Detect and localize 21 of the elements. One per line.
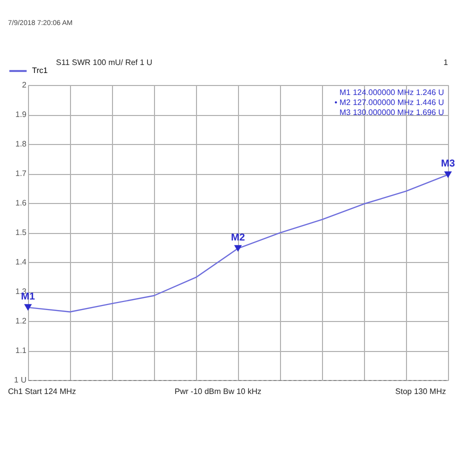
y-tick-label: 1.2 — [15, 316, 28, 326]
y-tick-label: 1.4 — [15, 258, 28, 266]
annotation: M3 130.000000 MHz 1.696 U — [339, 108, 444, 117]
y-tick-label: 1.6 — [15, 198, 28, 208]
y-tick-label: 1 U — [14, 376, 27, 384]
y-tick-label: 1.9 — [15, 110, 28, 119]
text: Stop 130 MHz — [395, 387, 446, 396]
y-tick-label: 1.5 — [15, 228, 28, 237]
legend-label: Trc1 — [32, 66, 48, 75]
y-tick-label: 1.7 — [15, 169, 28, 178]
y-tick-label: 2 — [22, 80, 28, 90]
text: 1 — [444, 58, 449, 67]
annotation: M3 — [441, 158, 456, 170]
text: Pwr -10 dBm Bw 10 kHz — [174, 387, 262, 396]
text: S11 SWR 100 mU/ Ref 1 U — [56, 58, 153, 67]
text: Ch1 Start 124 MHz — [8, 387, 76, 396]
y-tick-label: 1.8 — [15, 140, 28, 148]
annotation: M2 — [231, 232, 246, 244]
annotation: • M2 127.000000 MHz 1.446 U — [334, 98, 444, 107]
y-tick-label: 1.1 — [15, 346, 28, 355]
annotation: M1 124.000000 MHz 1.246 U — [339, 88, 444, 97]
